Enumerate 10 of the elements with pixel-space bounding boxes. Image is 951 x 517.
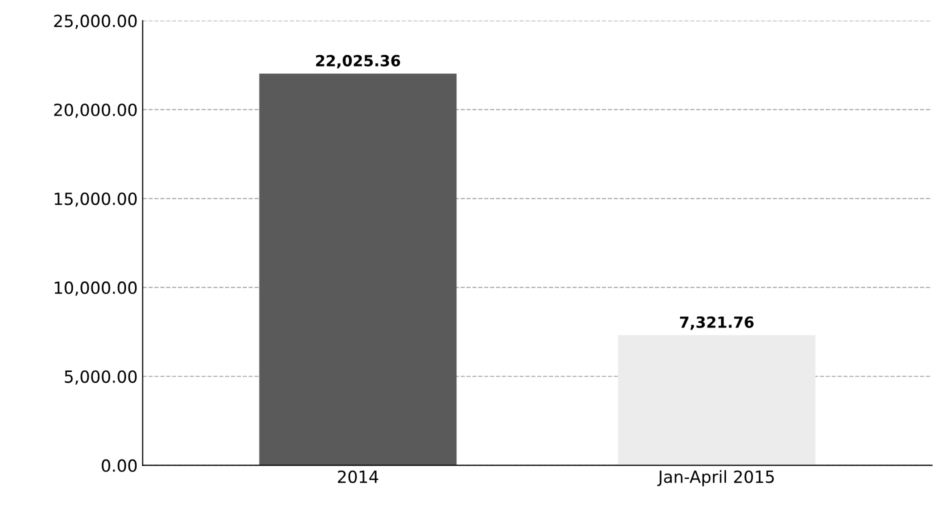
x-tick-label: 2014: [338, 470, 378, 484]
data-label: 7,321.76: [680, 316, 754, 330]
y-tick-label: 15,000.00: [54, 192, 137, 207]
x-tick-label: Jan-April 2015: [657, 470, 774, 486]
y-tick-label: 10,000.00: [54, 281, 137, 296]
data-label: 22,025.36: [316, 54, 400, 68]
y-tick-label: 5,000.00: [64, 370, 137, 385]
y-tick-label: 20,000.00: [54, 104, 137, 118]
y-tick-label: 25,000.00: [54, 14, 137, 29]
y-tick-label: 0.00: [102, 459, 137, 472]
